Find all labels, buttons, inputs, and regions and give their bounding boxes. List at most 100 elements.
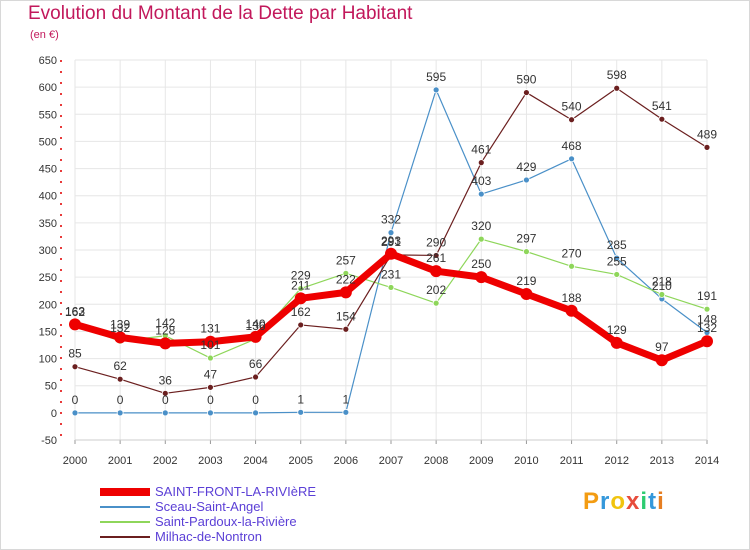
data-point <box>207 354 214 362</box>
data-point <box>703 305 711 313</box>
y-tick-label: -50 <box>41 435 57 447</box>
data-point <box>297 408 305 416</box>
x-tick-label: 2007 <box>379 455 403 467</box>
data-point <box>159 337 172 350</box>
x-tick-label: 2004 <box>243 455 267 467</box>
data-label: 1 <box>297 392 304 406</box>
data-point <box>613 271 621 278</box>
data-label: 489 <box>697 127 717 141</box>
data-label: 261 <box>426 251 446 265</box>
data-label: 541 <box>652 99 672 113</box>
data-point <box>475 271 488 284</box>
logo-letter: r <box>600 488 611 515</box>
chart-title: Evolution du Montant de la Dette par Hab… <box>28 3 413 24</box>
data-label: 47 <box>204 367 218 381</box>
data-point <box>252 409 259 417</box>
data-label: 0 <box>117 393 124 407</box>
proxiti-logo: Proxiti <box>583 488 665 516</box>
data-label: 1 <box>343 392 350 406</box>
data-label: 210 <box>652 279 672 293</box>
data-label: 62 <box>113 359 127 373</box>
x-tick-label: 2011 <box>560 455 584 467</box>
data-label: 162 <box>291 305 311 319</box>
y-tick-label: 650 <box>39 55 57 67</box>
data-point <box>204 335 217 348</box>
data-point <box>385 247 397 260</box>
legend-swatch <box>100 506 150 508</box>
data-point <box>658 115 666 123</box>
data-point <box>701 335 713 348</box>
data-point <box>523 176 530 184</box>
y-tick-label: 200 <box>39 299 57 311</box>
data-label: 219 <box>516 274 536 288</box>
logo-letter: t <box>648 488 658 515</box>
x-tick-label: 2005 <box>288 455 312 467</box>
data-label: 290 <box>426 235 446 249</box>
data-label: 250 <box>471 257 491 271</box>
data-point <box>523 89 530 96</box>
data-label: 0 <box>207 393 214 407</box>
data-label: 257 <box>336 253 356 267</box>
x-tick-label: 2009 <box>469 455 493 467</box>
data-point <box>613 254 621 262</box>
x-tick-label: 2012 <box>604 455 628 467</box>
data-point <box>161 389 169 397</box>
data-point <box>116 375 124 383</box>
data-label: 231 <box>381 267 401 281</box>
data-point <box>116 409 124 417</box>
data-point <box>432 252 440 259</box>
data-label: 132 <box>110 321 130 335</box>
data-label: 468 <box>562 139 582 153</box>
data-point <box>655 354 668 367</box>
data-point <box>432 299 440 307</box>
data-point <box>477 235 485 243</box>
data-point <box>252 373 259 381</box>
data-point <box>430 265 443 278</box>
y-tick-label: 150 <box>39 326 57 338</box>
x-tick-label: 2002 <box>153 455 177 467</box>
data-point <box>613 84 621 92</box>
data-point <box>565 304 578 317</box>
data-label: 154 <box>336 309 356 323</box>
data-label: 211 <box>291 278 310 292</box>
legend-label: Sceau-Saint-Angel <box>155 499 264 514</box>
logo-letter: i <box>640 488 649 515</box>
x-tick-label: 2001 <box>108 455 132 467</box>
data-point <box>71 363 79 371</box>
legend-label: Milhac-de-Nontron <box>155 529 262 544</box>
data-point <box>114 331 127 344</box>
y-tick-label: 400 <box>39 191 57 203</box>
data-label: 320 <box>471 219 491 233</box>
data-point <box>297 285 305 292</box>
data-label: 129 <box>607 323 627 337</box>
y-tick-label: 0 <box>51 408 57 420</box>
data-point <box>342 325 350 333</box>
data-label: 590 <box>516 73 536 87</box>
data-label: 222 <box>336 272 356 286</box>
data-point <box>658 291 666 298</box>
data-label: 202 <box>426 283 446 297</box>
data-label: 132 <box>697 321 717 335</box>
x-tick-label: 2014 <box>695 455 719 467</box>
data-label: 332 <box>381 213 401 227</box>
logo-letter: x <box>626 488 641 515</box>
data-label: 163 <box>65 304 85 318</box>
data-label: 142 <box>155 316 175 330</box>
data-point <box>387 284 395 291</box>
y-tick-label: 500 <box>39 136 57 148</box>
data-label: 140 <box>246 317 266 331</box>
x-tick-label: 2006 <box>334 455 358 467</box>
data-label: 66 <box>249 357 263 371</box>
data-label: 0 <box>162 393 169 407</box>
data-label: 540 <box>562 100 582 114</box>
data-point <box>71 409 79 417</box>
data-point <box>249 330 262 343</box>
legend-label: Saint-Pardoux-la-Rivière <box>155 514 297 529</box>
data-point <box>520 287 533 300</box>
data-label: 595 <box>426 70 446 84</box>
data-labels: 0 0 0 0 0 1 1 332 595 403 429 468 285 210 148 162 132 142… <box>65 68 717 407</box>
data-label: 136 <box>246 319 266 333</box>
data-label: 429 <box>516 160 536 174</box>
x-tick-label: 2008 <box>424 455 448 467</box>
